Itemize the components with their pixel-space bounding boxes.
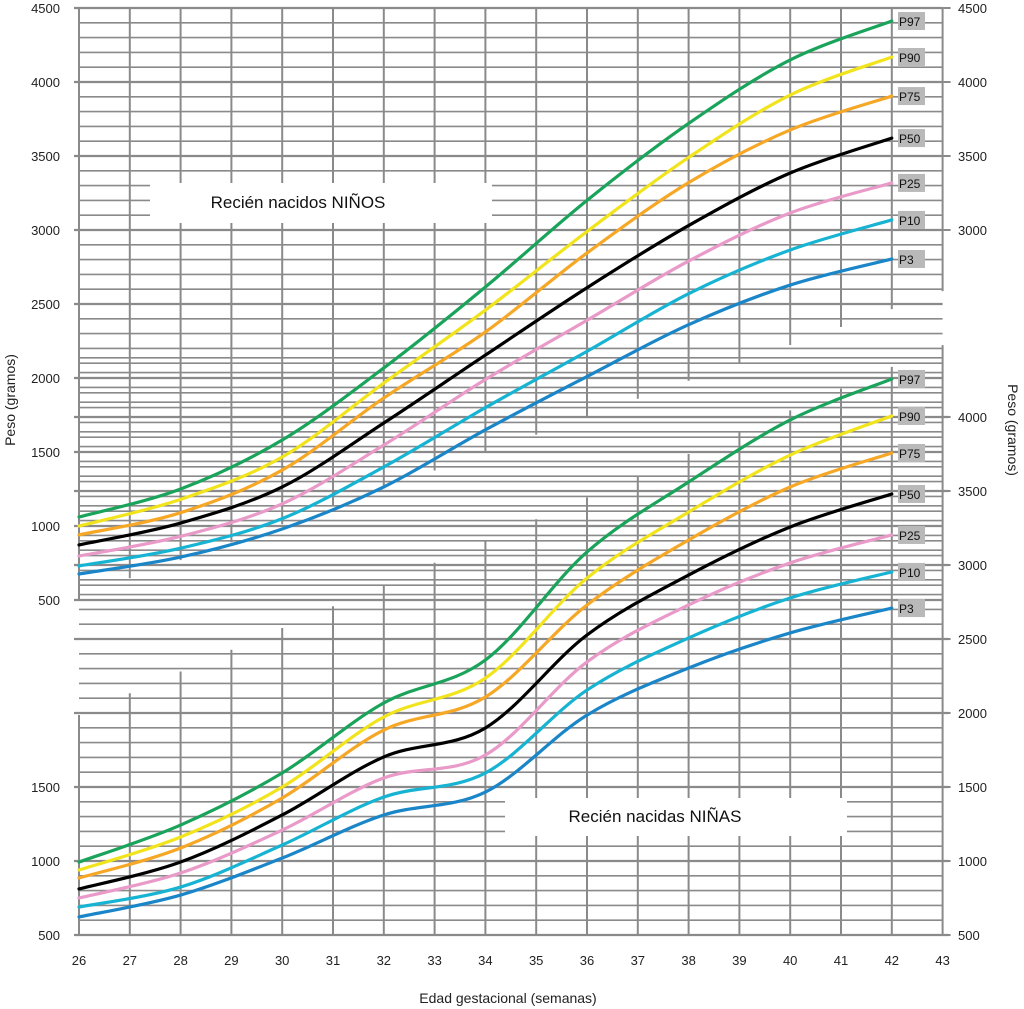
x-tick-label: 43 bbox=[935, 953, 949, 968]
x-tick-label: 27 bbox=[123, 953, 137, 968]
y-tick-label-left-boys: 3000 bbox=[31, 223, 60, 238]
curve-girls-p75 bbox=[77, 451, 894, 880]
y-tick-label-left-boys: 4500 bbox=[31, 1, 60, 16]
percentile-label-girls-p3: P3 bbox=[899, 602, 914, 616]
percentile-label-girls-p90: P90 bbox=[899, 410, 921, 424]
percentile-label-boys-p3: P3 bbox=[899, 253, 914, 267]
y-axis-title-left: Peso (gramos) bbox=[2, 354, 18, 446]
percentile-label-boys-p97: P97 bbox=[899, 15, 921, 29]
x-tick-label: 31 bbox=[326, 953, 340, 968]
percentile-label-box-boys bbox=[898, 210, 925, 229]
y-tick-label-right-girls: 500 bbox=[958, 928, 980, 943]
x-tick-label: 39 bbox=[732, 953, 746, 968]
x-tick-label: 34 bbox=[478, 953, 492, 968]
y-tick-label-left-boys: 2000 bbox=[31, 371, 60, 386]
y-tick-label-right-boys: 4000 bbox=[958, 75, 987, 90]
percentile-label-box-boys bbox=[898, 87, 925, 106]
title-box-girls bbox=[505, 798, 847, 836]
curve-boys-p90 bbox=[77, 55, 894, 528]
percentile-label-box-girls bbox=[898, 484, 925, 503]
percentile-label-boys-p10: P10 bbox=[899, 214, 921, 228]
curve-boys-p10 bbox=[77, 218, 894, 568]
y-tick-label-left-girls: 500 bbox=[38, 928, 60, 943]
y-tick-label-right-boys: 3500 bbox=[958, 149, 987, 164]
percentile-label-box-boys bbox=[898, 129, 925, 148]
x-tick-label: 32 bbox=[377, 953, 391, 968]
curves bbox=[77, 19, 894, 919]
percentile-label-box-boys bbox=[898, 173, 925, 192]
percentile-label-girls-p25: P25 bbox=[899, 529, 921, 543]
curve-boys-p50 bbox=[77, 136, 894, 547]
y-tick-label-right-girls: 2500 bbox=[958, 632, 987, 647]
percentile-label-box-boys bbox=[898, 12, 925, 31]
y-tick-label-left-boys: 1500 bbox=[31, 445, 60, 460]
percentile-label-box-boys bbox=[898, 47, 925, 66]
x-tick-label: 29 bbox=[224, 953, 238, 968]
x-axis-title: Edad gestacional (semanas) bbox=[419, 990, 596, 1006]
y-tick-label-right-girls: 4000 bbox=[958, 410, 987, 425]
y-tick-label-right-girls: 3000 bbox=[958, 558, 987, 573]
x-tick-label: 42 bbox=[885, 953, 899, 968]
x-tick-label: 38 bbox=[681, 953, 695, 968]
y-tick-label-left-girls: 1500 bbox=[31, 780, 60, 795]
y-tick-label-right-girls: 1000 bbox=[958, 854, 987, 869]
percentile-label-boys-p25: P25 bbox=[899, 177, 921, 191]
x-tick-label: 36 bbox=[580, 953, 594, 968]
grid bbox=[74, 6, 951, 937]
chart-title-boys: Recién nacidos NIÑOS bbox=[211, 193, 386, 212]
y-tick-label-right-girls: 3500 bbox=[958, 484, 987, 499]
x-tick-label: 33 bbox=[427, 953, 441, 968]
curve-boys-p3 bbox=[77, 257, 894, 576]
percentile-label-box-girls bbox=[898, 562, 925, 581]
percentile-label-girls-p75: P75 bbox=[899, 447, 921, 461]
percentile-label-boys-p50: P50 bbox=[899, 132, 921, 146]
curve-girls-p25 bbox=[77, 533, 894, 900]
y-tick-label-left-boys: 3500 bbox=[31, 149, 60, 164]
curve-girls-p10 bbox=[77, 570, 894, 909]
x-tick-label: 26 bbox=[72, 953, 86, 968]
y-tick-label-left-girls: 1000 bbox=[31, 854, 60, 869]
y-tick-label-right-boys: 3000 bbox=[958, 223, 987, 238]
curve-girls-p3 bbox=[77, 606, 894, 919]
y-tick-label-left-boys: 500 bbox=[38, 593, 60, 608]
percentile-label-box-girls bbox=[898, 406, 925, 425]
percentile-label-girls-p50: P50 bbox=[899, 488, 921, 502]
labels: P97 P90 P75 P50 P25 P10 P3 P97 P90 P75 P50 P25 P10 P3… bbox=[31, 1, 987, 968]
y-tick-label-left-boys: 1000 bbox=[31, 519, 60, 534]
percentile-label-girls-p97: P97 bbox=[899, 373, 921, 387]
x-tick-label: 41 bbox=[834, 953, 848, 968]
curve-girls-p90 bbox=[77, 414, 894, 872]
percentile-label-box-girls bbox=[898, 525, 925, 544]
x-tick-label: 37 bbox=[631, 953, 645, 968]
title-boxes: Recién nacidos NIÑOS Recién nacidas NIÑAS bbox=[150, 183, 847, 836]
percentile-label-box-girls bbox=[898, 369, 925, 388]
y-axis-title-right: Peso (gramos) bbox=[1005, 384, 1021, 476]
percentile-label-girls-p10: P10 bbox=[899, 566, 921, 580]
curve-boys-p97 bbox=[77, 19, 894, 519]
percentile-label-box-boys bbox=[898, 250, 925, 269]
percentile-label-boys-p75: P75 bbox=[899, 90, 921, 104]
y-tick-label-left-boys: 2500 bbox=[31, 297, 60, 312]
y-tick-label-right-boys: 4500 bbox=[958, 1, 987, 16]
chart-title-girls: Recién nacidas NIÑAS bbox=[569, 807, 742, 826]
percentile-label-box-girls bbox=[898, 599, 925, 618]
x-tick-label: 35 bbox=[529, 953, 543, 968]
curve-girls-p97 bbox=[77, 377, 894, 864]
curve-boys-p25 bbox=[77, 181, 894, 558]
title-box-boys bbox=[150, 183, 492, 223]
x-tick-label: 40 bbox=[783, 953, 797, 968]
curve-boys-p75 bbox=[77, 94, 894, 537]
y-tick-label-right-girls: 1500 bbox=[958, 780, 987, 795]
x-tick-label: 30 bbox=[275, 953, 289, 968]
x-tick-label: 28 bbox=[173, 953, 187, 968]
percentile-label-box-girls bbox=[898, 443, 925, 462]
y-tick-label-left-boys: 4000 bbox=[31, 75, 60, 90]
y-tick-label-right-girls: 2000 bbox=[958, 706, 987, 721]
percentile-label-boys-p90: P90 bbox=[899, 51, 921, 65]
curve-girls-p50 bbox=[77, 492, 894, 891]
